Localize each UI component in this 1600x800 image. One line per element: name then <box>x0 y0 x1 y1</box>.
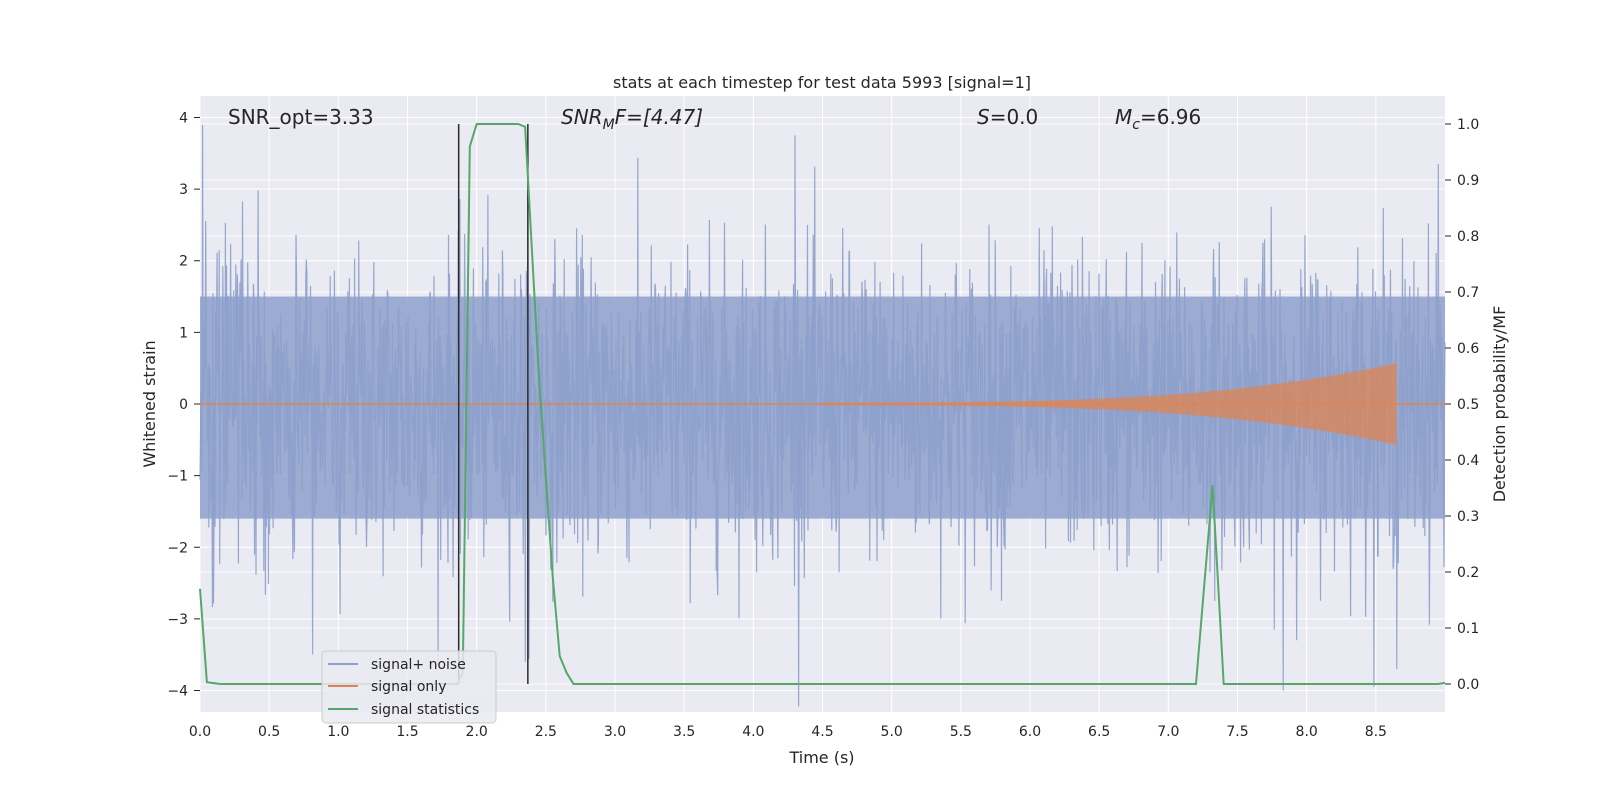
x-tick-label: 1.5 <box>396 724 418 740</box>
y-right-tick-label: 0.5 <box>1457 397 1479 413</box>
y-right-tick-label: 0.7 <box>1457 285 1479 301</box>
legend-label-signal-noise: signal+ noise <box>371 657 466 673</box>
y-right-axis-label: Detection probability/MF <box>1490 306 1509 503</box>
x-tick-label: 4.5 <box>811 724 833 740</box>
y-right-tick-label: 0.3 <box>1457 509 1479 525</box>
x-tick-label: 5.0 <box>881 724 903 740</box>
y-right-tick-label: 1.0 <box>1457 117 1479 133</box>
x-tick-label: 2.0 <box>466 724 488 740</box>
x-tick-label: 6.5 <box>1088 724 1110 740</box>
y-tick-label: 4 <box>179 110 188 126</box>
y-right-tick-label: 0.9 <box>1457 173 1479 189</box>
x-tick-label: 6.0 <box>1019 724 1041 740</box>
y-right-tick-labels: 0.0 0.1 0.2 0.3 0.4 0.5 0.6 0.7 0.8 0.9 1.0 <box>1445 117 1479 693</box>
legend-label-signal-only: signal only <box>371 679 446 695</box>
y-tick-label: 3 <box>179 182 188 198</box>
y-right-tick-label: 0.1 <box>1457 621 1479 637</box>
noise-line <box>199 124 1446 707</box>
x-tick-label: 7.5 <box>1226 724 1248 740</box>
y-tick-label: 0 <box>179 397 188 413</box>
series-signal-only <box>200 363 1445 445</box>
annotation-snr-mf: SNRMF=[4.47] <box>561 105 703 133</box>
legend-label-signal-statistics: signal statistics <box>371 702 479 718</box>
signal-chirp <box>822 363 1397 445</box>
annotation-s: S=0.0 <box>977 105 1038 129</box>
x-tick-label: 7.0 <box>1157 724 1179 740</box>
x-tick-label: 3.5 <box>673 724 695 740</box>
y-tick-label: −4 <box>167 684 188 700</box>
y-axis-label: Whitened strain <box>140 340 159 467</box>
x-tick-label: 8.0 <box>1296 724 1318 740</box>
annotation-snr-opt: SNR_opt=3.33 <box>228 105 374 129</box>
x-tick-label: 0.5 <box>258 724 280 740</box>
x-tick-label: 0.0 <box>189 724 211 740</box>
x-tick-label: 1.0 <box>327 724 349 740</box>
y-right-tick-label: 0.0 <box>1457 677 1479 693</box>
annotation-mc: Mc=6.96 <box>1115 105 1201 133</box>
x-tick-label: 8.5 <box>1365 724 1387 740</box>
y-right-tick-label: 0.4 <box>1457 453 1479 469</box>
y-right-tick-label: 0.8 <box>1457 229 1479 245</box>
x-tick-label: 4.0 <box>742 724 764 740</box>
x-tick-labels: 0.0 0.5 1.0 1.5 2.0 2.5 3.0 3.5 4.0 4.5 5.0 5.5 6.0 6… <box>189 724 1387 740</box>
y-tick-label: 2 <box>179 254 188 270</box>
x-tick-label: 2.5 <box>535 724 557 740</box>
x-tick-label: 5.5 <box>950 724 972 740</box>
y-tick-label: −1 <box>167 469 188 485</box>
legend: signal+ noise signal only signal statist… <box>321 650 497 724</box>
x-axis-label: Time (s) <box>788 748 854 767</box>
y-tick-label: 1 <box>179 325 188 341</box>
y-right-tick-label: 0.6 <box>1457 341 1479 357</box>
y-right-tick-label: 0.2 <box>1457 565 1479 581</box>
x-tick-label: 3.0 <box>604 724 626 740</box>
y-tick-labels: −4 −3 −2 −1 0 1 2 3 4 <box>167 110 200 700</box>
y-tick-label: −3 <box>167 612 188 628</box>
y-tick-label: −2 <box>167 540 188 556</box>
chart-title: stats at each timestep for test data 599… <box>613 73 1031 92</box>
